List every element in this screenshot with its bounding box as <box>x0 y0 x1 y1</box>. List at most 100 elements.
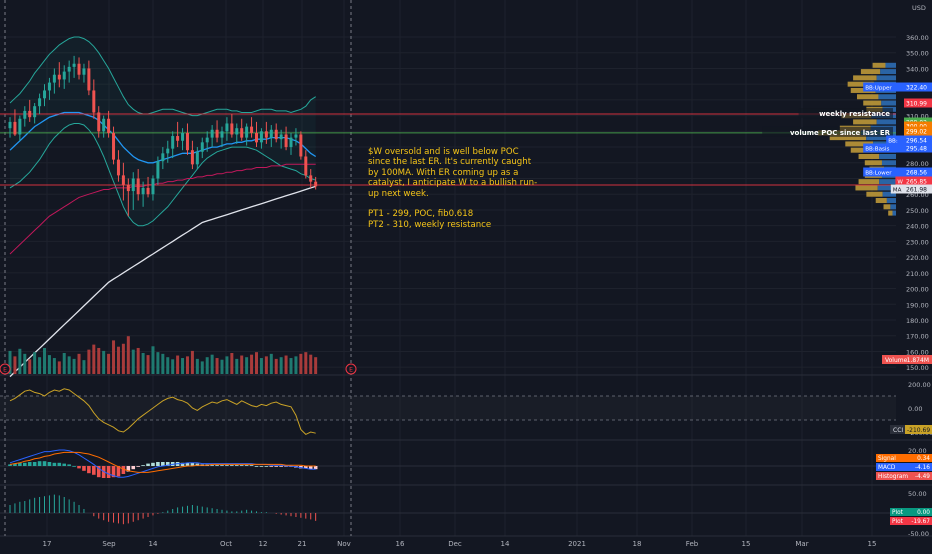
volume-bar <box>294 356 298 374</box>
macd-histogram-bar <box>234 465 239 466</box>
volume-bar <box>38 357 42 374</box>
oscillator-tick-label: -50.00 <box>908 530 929 538</box>
volume-profile-bar <box>876 119 896 125</box>
volume-bar <box>195 358 199 374</box>
macd-histogram-bar <box>190 462 195 466</box>
candle-body <box>235 128 239 135</box>
macd-histogram-bar <box>180 462 185 466</box>
candle-body <box>215 129 219 138</box>
signal-line <box>9 451 316 473</box>
volume-bar <box>289 358 293 374</box>
macd-histogram-bar <box>47 462 52 466</box>
candle-body <box>82 68 86 75</box>
macd-histogram-bar <box>82 466 86 471</box>
candle-body <box>299 134 303 157</box>
volume-bar <box>166 357 170 374</box>
axis-label-value-bg <box>904 135 932 145</box>
oscillator-label-name: Plot <box>892 519 904 525</box>
candle-body <box>205 137 209 143</box>
line-label-bg <box>798 108 893 119</box>
time-tick-label: Feb <box>686 540 699 548</box>
time-tick-label: Dec <box>448 540 462 548</box>
candle-body <box>97 112 101 132</box>
price-tick-label: 210.00 <box>906 270 929 278</box>
candle-body <box>269 129 273 138</box>
volume-bar <box>161 353 165 374</box>
macd-histogram-bar <box>239 465 244 466</box>
candle-body <box>116 159 120 176</box>
candle-body <box>146 187 150 195</box>
price-tick-label: 190.00 <box>906 301 929 309</box>
volume-bar <box>245 357 249 374</box>
candle-body <box>304 156 308 176</box>
volume-profile-bar <box>855 185 878 191</box>
volume-bar <box>92 344 96 374</box>
axis-label-value: 268.56 <box>906 170 927 177</box>
volume-bar <box>136 347 140 374</box>
macd-histogram-bar <box>37 461 42 466</box>
macd-histogram-bar <box>264 466 269 467</box>
candle-body <box>151 178 155 195</box>
price-tick-label: 260.00 <box>906 191 929 199</box>
cci-band <box>0 396 896 420</box>
macd-pane: 20.000.00Signal0.34MACD-4.16Histogram-4.… <box>0 447 932 480</box>
volume-bar <box>176 355 180 374</box>
time-axis[interactable]: 17 Sep 14 Oct 12 21 Nov 16 Dec 14 2021 18 Feb 15 Mar 15 <box>43 540 877 548</box>
price-tick-label: 280.00 <box>906 160 929 168</box>
volume-profile-bar <box>829 135 867 141</box>
time-tick-label: 16 <box>396 540 405 548</box>
volume-bar <box>112 340 116 374</box>
oscillator-tick-label: 50.00 <box>908 490 927 498</box>
candle-body <box>259 131 263 143</box>
price-tick-label: 220.00 <box>906 254 929 262</box>
volume-bar <box>13 356 17 374</box>
macd-histogram-bar <box>146 463 150 466</box>
candle-body <box>279 134 283 140</box>
macd-histogram-bar <box>32 462 37 466</box>
oscillator-label-bg <box>890 508 932 516</box>
macd-histogram-bar <box>116 466 121 477</box>
candle-body <box>33 106 37 118</box>
oscillator-label-value: -19.67 <box>911 519 930 525</box>
volume-bar <box>190 350 194 374</box>
macd-histogram-bar <box>165 462 170 466</box>
candle-body <box>264 131 268 138</box>
volume-profile-bar <box>863 100 882 106</box>
volume-bar <box>102 350 106 374</box>
macd-histogram-bar <box>215 465 219 466</box>
candle-body <box>195 151 199 165</box>
macd-histogram-bar <box>121 466 126 474</box>
candle-body <box>245 126 249 138</box>
axis-label-name-bg <box>890 184 904 194</box>
volume-profile-bar <box>876 75 896 81</box>
axis-label-value-bg <box>904 121 932 131</box>
price-tick-label: 360.00 <box>906 34 929 42</box>
candle-body <box>250 126 254 133</box>
annotation-line: $W oversold and is well below POC <box>368 147 519 157</box>
price-axis[interactable]: USD360.00350.00340.00330.00320.00310.003… <box>882 4 932 372</box>
volume-profile-bar <box>880 69 896 75</box>
price-tick-label: 160.00 <box>906 348 929 356</box>
candle-body <box>52 74 56 83</box>
macd-histogram-bar <box>185 462 190 466</box>
volume-bar <box>230 353 234 374</box>
macd-label-value: -4.49 <box>915 474 930 480</box>
candle-body <box>57 74 61 80</box>
candle-body <box>13 121 17 135</box>
macd-histogram-bar <box>126 466 131 472</box>
candle-body <box>8 121 12 129</box>
volume-bar <box>23 353 27 374</box>
annotation-line: PT1 - 299, POC, fib0.618 <box>368 209 474 220</box>
moving-average-100-line <box>9 185 316 378</box>
oscillator-label-name: Plot <box>892 510 904 516</box>
time-tick-label: Nov <box>337 540 351 548</box>
axis-label-name: MA <box>893 188 902 194</box>
candle-body <box>289 137 293 148</box>
macd-label-value: 0.34 <box>917 456 930 462</box>
annotation-line: since the last ER. It's currently caught <box>368 157 532 168</box>
